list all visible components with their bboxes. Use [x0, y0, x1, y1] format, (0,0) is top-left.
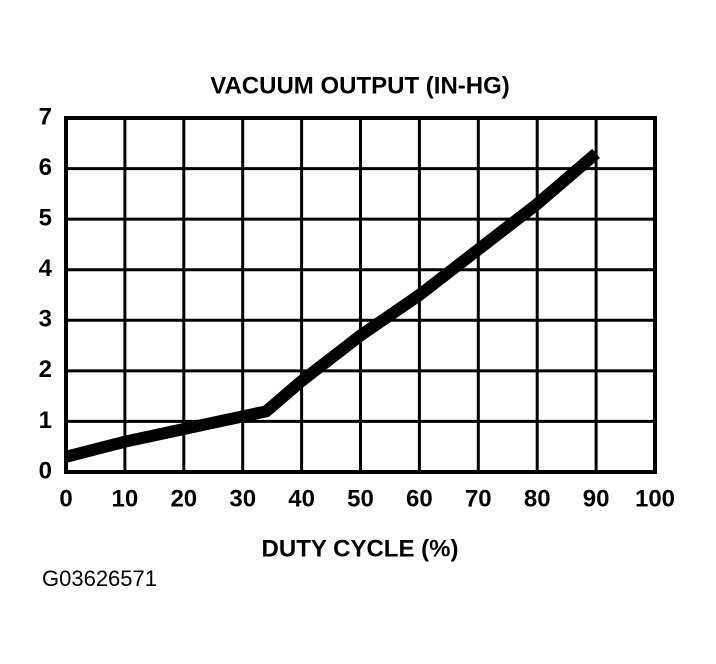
y-tick-label: 3 — [39, 306, 52, 333]
x-tick-label: 50 — [347, 485, 374, 512]
y-tick-label: 0 — [39, 457, 52, 484]
figure-id: G03626571 — [42, 566, 157, 591]
x-tick-label: 40 — [288, 485, 315, 512]
x-tick-label: 10 — [112, 485, 139, 512]
x-tick-label: 20 — [170, 485, 197, 512]
y-tick-label: 7 — [39, 103, 52, 130]
x-tick-label: 60 — [406, 485, 433, 512]
x-tick-label: 90 — [583, 485, 610, 512]
x-axis-label: DUTY CYCLE (%) — [262, 535, 459, 562]
y-tick-label: 4 — [39, 255, 53, 282]
x-tick-label: 30 — [229, 485, 256, 512]
x-tick-label: 0 — [59, 485, 72, 512]
data-line — [64, 148, 601, 463]
x-tick-label: 100 — [635, 485, 675, 512]
x-tick-label: 80 — [524, 485, 551, 512]
y-tick-label: 1 — [39, 407, 52, 434]
y-tick-label: 6 — [39, 154, 52, 181]
y-tick-label: 5 — [39, 204, 52, 231]
x-tick-label: 70 — [465, 485, 492, 512]
chart-title: VACUUM OUTPUT (IN-HG) — [210, 72, 510, 99]
plot-border — [64, 116, 657, 474]
y-tick-label: 2 — [39, 356, 52, 383]
